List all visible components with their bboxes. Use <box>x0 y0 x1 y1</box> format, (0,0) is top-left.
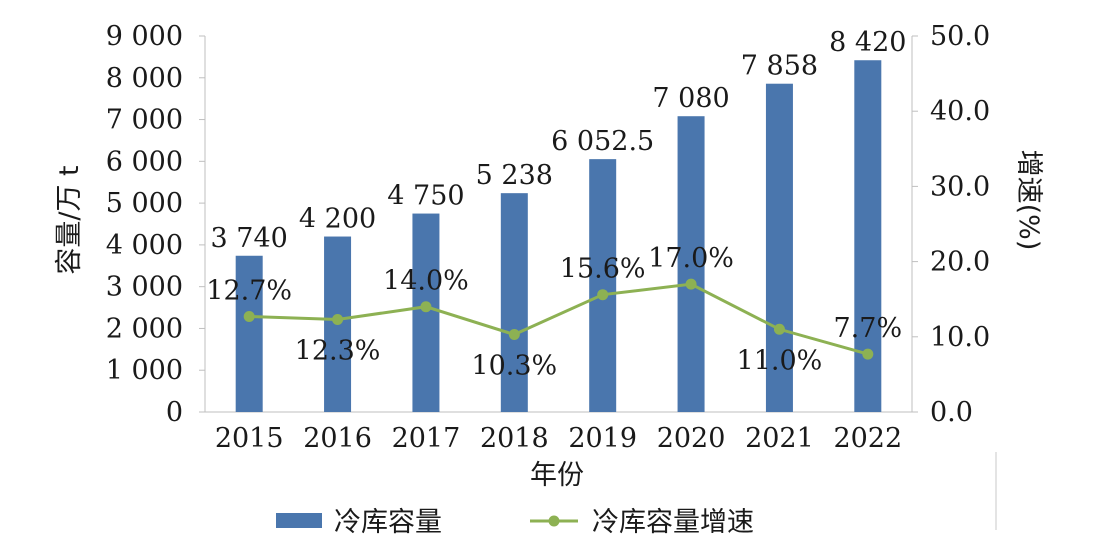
line-value-label: 10.3% <box>471 351 557 382</box>
line-value-label: 17.0% <box>648 243 734 274</box>
line-point <box>597 289 609 301</box>
bar-value-label: 7 858 <box>741 51 818 82</box>
line-value-label: 12.3% <box>295 336 381 367</box>
right-tick-label: 50.0 <box>930 21 990 52</box>
bar-value-label: 3 740 <box>211 223 288 254</box>
left-tick-label: 7 000 <box>106 105 183 136</box>
y-axis-title-right: 增速(%) <box>1013 150 1044 251</box>
line-data-labels: 12.7%12.3% 14.0% 10.3% 15.6% 17.0% 11.0% 7.7% <box>206 243 902 381</box>
left-tick-label: 6 000 <box>106 146 183 177</box>
line-point <box>420 301 432 313</box>
bar-value-label: 7 080 <box>652 83 729 114</box>
line-value-label: 12.7% <box>206 275 292 306</box>
x-axis-title: 年份 <box>530 460 584 491</box>
legend-bar-swatch <box>276 513 322 528</box>
bar <box>589 159 617 412</box>
line-value-label: 15.6% <box>560 254 646 285</box>
line-point <box>332 314 344 326</box>
left-tick-label: 5 000 <box>106 188 183 219</box>
left-tick-label: 2 000 <box>106 313 183 344</box>
bar-value-label: 5 238 <box>476 160 553 191</box>
line-value-label: 7.7% <box>834 313 903 344</box>
bar-value-label: 6 052.5 <box>551 126 654 157</box>
x-tick-label: 2015 <box>215 423 284 454</box>
right-tick-label: 0.0 <box>930 397 973 428</box>
bar-value-label: 8 420 <box>829 27 906 58</box>
left-tick-label: 4 000 <box>106 230 183 261</box>
x-tick-label: 2022 <box>833 423 902 454</box>
left-axis-ticks: 0 1 000 2 000 3 000 4 000 5 000 6 000 7 000 8 00… <box>106 21 205 428</box>
x-axis-ticks: 2015 2016 2017 2018 2019 2020 2021 2022 <box>215 423 902 454</box>
line-point <box>243 310 255 322</box>
x-tick-label: 2018 <box>480 423 549 454</box>
left-tick-label: 9 000 <box>106 21 183 52</box>
line-value-label: 11.0% <box>737 345 823 376</box>
x-tick-label: 2020 <box>657 423 726 454</box>
left-tick-label: 3 000 <box>106 272 183 303</box>
x-tick-label: 2016 <box>303 423 372 454</box>
axis-lines <box>204 36 913 413</box>
bar-series <box>235 60 882 413</box>
legend: 冷库容量 冷库容量增速 <box>276 507 754 538</box>
y-axis-title-left: 容量/万 t <box>54 165 85 274</box>
line-point <box>773 323 785 335</box>
left-tick-label: 1 000 <box>106 355 183 386</box>
line-value-label: 14.0% <box>383 266 469 297</box>
bar <box>412 213 440 412</box>
bar <box>765 83 793 413</box>
right-tick-label: 10.0 <box>930 322 990 353</box>
growth-line <box>249 282 869 356</box>
line-point <box>862 348 874 360</box>
bar <box>235 255 263 412</box>
line-series <box>243 278 874 360</box>
right-tick-label: 40.0 <box>930 96 990 127</box>
x-tick-label: 2017 <box>392 423 461 454</box>
legend-line-label: 冷库容量增速 <box>592 507 754 538</box>
line-point <box>508 329 520 341</box>
bar <box>500 193 528 412</box>
bar <box>677 116 705 413</box>
left-tick-label: 0 <box>166 397 183 428</box>
x-tick-label: 2021 <box>745 423 814 454</box>
legend-bar-label: 冷库容量 <box>334 507 442 538</box>
right-axis-ticks: 0.0 10.0 20.0 30.0 40.0 50.0 <box>912 21 990 428</box>
line-point <box>685 278 697 290</box>
bar-value-label: 4 750 <box>387 181 464 212</box>
x-tick-label: 2019 <box>568 423 637 454</box>
legend-line-marker <box>548 515 560 527</box>
right-tick-label: 20.0 <box>930 247 990 278</box>
bar-value-label: 4 200 <box>299 204 376 235</box>
left-tick-label: 8 000 <box>106 63 183 94</box>
right-tick-label: 30.0 <box>930 171 990 202</box>
